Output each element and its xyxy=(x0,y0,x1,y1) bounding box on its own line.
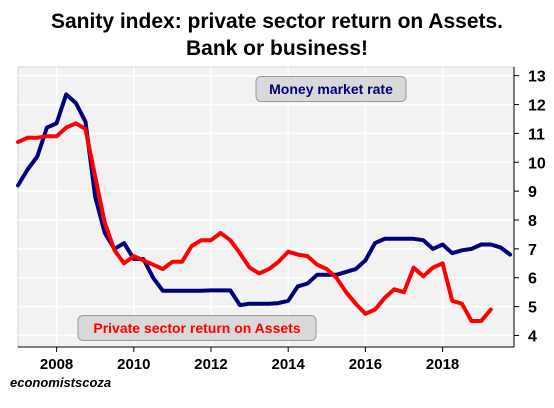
y-tick-label: 9 xyxy=(528,184,537,201)
x-tick-label: 2008 xyxy=(40,356,73,373)
y-tick-label: 5 xyxy=(528,300,537,317)
y-tick-label: 10 xyxy=(528,155,546,172)
y-tick-label: 4 xyxy=(528,328,537,345)
y-tick-label: 13 xyxy=(528,69,546,86)
y-tick-label: 11 xyxy=(528,126,545,143)
annotation-private-sector-label: Private sector return on Assets xyxy=(93,320,300,336)
chart-title-line1: Sanity index: private sector return on A… xyxy=(50,10,504,33)
y-tick-label: 6 xyxy=(528,271,537,288)
y-tick-label: 8 xyxy=(528,213,537,230)
series-line-private-sector xyxy=(16,121,493,323)
annotation-money-market-box xyxy=(255,76,407,102)
x-tick-label: 2014 xyxy=(272,356,306,373)
source-footer: economistscoza xyxy=(10,375,112,390)
x-tick-label: 2018 xyxy=(426,356,459,373)
x-tick-label: 2016 xyxy=(349,356,382,373)
x-tick-label: 2012 xyxy=(194,356,227,373)
x-tick-label: 2010 xyxy=(117,356,150,373)
y-tick-label: 7 xyxy=(528,242,537,259)
series-line-money-market xyxy=(16,92,513,308)
chart-title-line2: Bank or business! xyxy=(185,37,369,60)
annotation-money-market-label: Money market rate xyxy=(269,81,393,97)
y-tick-label: 12 xyxy=(528,98,546,115)
annotation-private-sector-box xyxy=(77,315,317,341)
chart-title: Sanity index: private sector return on A… xyxy=(0,8,554,62)
